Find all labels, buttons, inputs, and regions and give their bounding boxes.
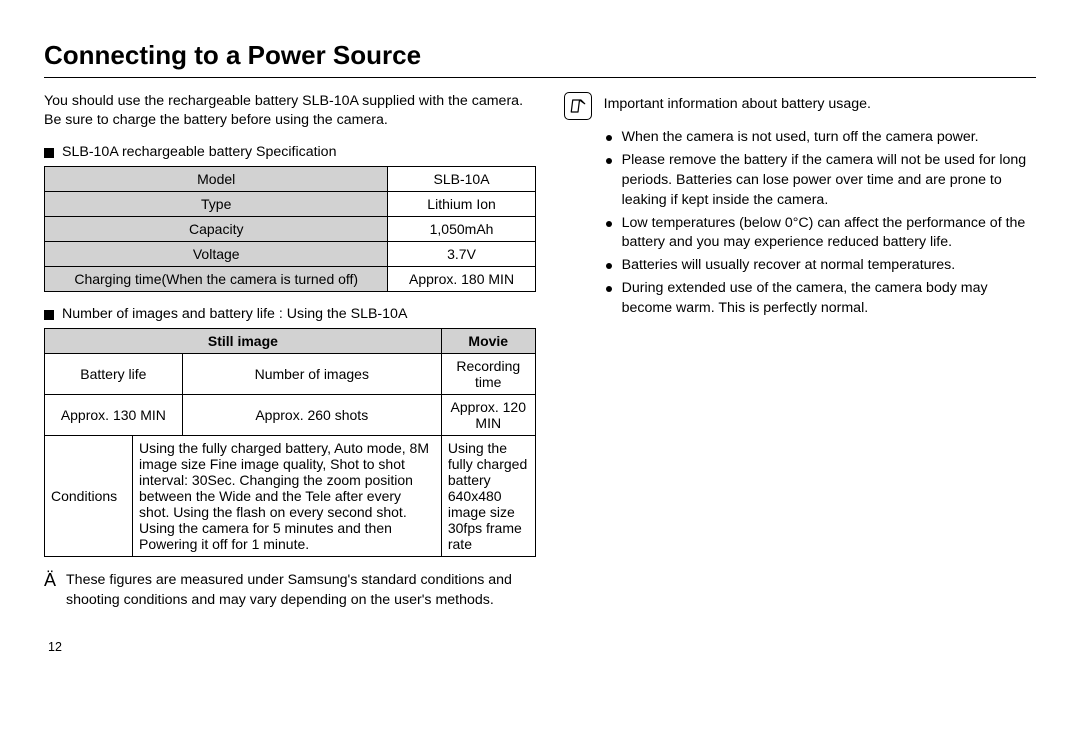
spec-label: Capacity [45,217,388,242]
info-bullet-list: When the camera is not used, turn off th… [564,128,1036,319]
header-movie: Movie [441,329,535,354]
cell-num-images-val: Approx. 260 shots [182,395,441,436]
life-heading: Number of images and battery life : Usin… [44,306,536,322]
table-row: Capacity1,050mAh [45,217,536,242]
table-row: Still image Movie [45,329,536,354]
table-row: ModelSLB-10A [45,167,536,192]
footnote: Ä These figures are measured under Samsu… [44,571,536,609]
cell-battery-life: Battery life [45,354,183,395]
square-bullet-icon [44,148,54,158]
spec-value: 1,050mAh [388,217,535,242]
spec-label: Charging time(When the camera is turned … [45,267,388,292]
spec-label: Type [45,192,388,217]
list-item: Please remove the battery if the camera … [606,151,1036,211]
cell-recording-time-val: Approx. 120 MIN [441,395,535,436]
intro-paragraph: You should use the rechargeable battery … [44,92,536,130]
cell-conditions-still: Using the fully charged battery, Auto mo… [133,436,442,557]
spec-label: Voltage [45,242,388,267]
table-row: TypeLithium Ion [45,192,536,217]
footnote-text: These figures are measured under Samsung… [66,571,536,609]
header-still-image: Still image [45,329,442,354]
spec-heading-text: SLB-10A rechargeable battery Specificati… [62,144,336,160]
info-heading-text: Important information about battery usag… [604,92,871,112]
two-column-layout: You should use the rechargeable battery … [44,92,1036,654]
footnote-glyph-icon: Ä [44,571,56,609]
list-item: Batteries will usually recover at normal… [606,256,1036,276]
page-number: 12 [48,640,536,654]
note-icon [564,92,592,120]
list-item: During extended use of the camera, the c… [606,279,1036,319]
table-row: Approx. 130 MIN Approx. 260 shots Approx… [45,395,536,436]
spec-value: Approx. 180 MIN [388,267,535,292]
table-row: Charging time(When the camera is turned … [45,267,536,292]
spec-value: Lithium Ion [388,192,535,217]
table-row: Voltage3.7V [45,242,536,267]
battery-life-table: Still image Movie Battery life Number of… [44,328,536,557]
info-heading: Important information about battery usag… [564,92,1036,120]
cell-num-images: Number of images [182,354,441,395]
spec-label: Model [45,167,388,192]
list-item: When the camera is not used, turn off th… [606,128,1036,148]
table-row: Battery life Number of images Recording … [45,354,536,395]
cell-battery-life-val: Approx. 130 MIN [45,395,183,436]
list-item: Low temperatures (below 0°C) can affect … [606,214,1036,254]
life-heading-text: Number of images and battery life : Usin… [62,306,407,322]
spec-value: 3.7V [388,242,535,267]
table-row: Conditions Using the fully charged batte… [45,436,536,557]
cell-conditions-label: Conditions [45,436,133,557]
cell-recording-time: Recording time [441,354,535,395]
spec-value: SLB-10A [388,167,535,192]
specification-table: ModelSLB-10A TypeLithium Ion Capacity1,0… [44,166,536,292]
cell-conditions-movie: Using the fully charged battery 640x480 … [441,436,535,557]
spec-heading: SLB-10A rechargeable battery Specificati… [44,144,536,160]
square-bullet-icon [44,310,54,320]
page-title: Connecting to a Power Source [44,40,1036,78]
left-column: You should use the rechargeable battery … [44,92,536,654]
right-column: Important information about battery usag… [564,92,1036,654]
